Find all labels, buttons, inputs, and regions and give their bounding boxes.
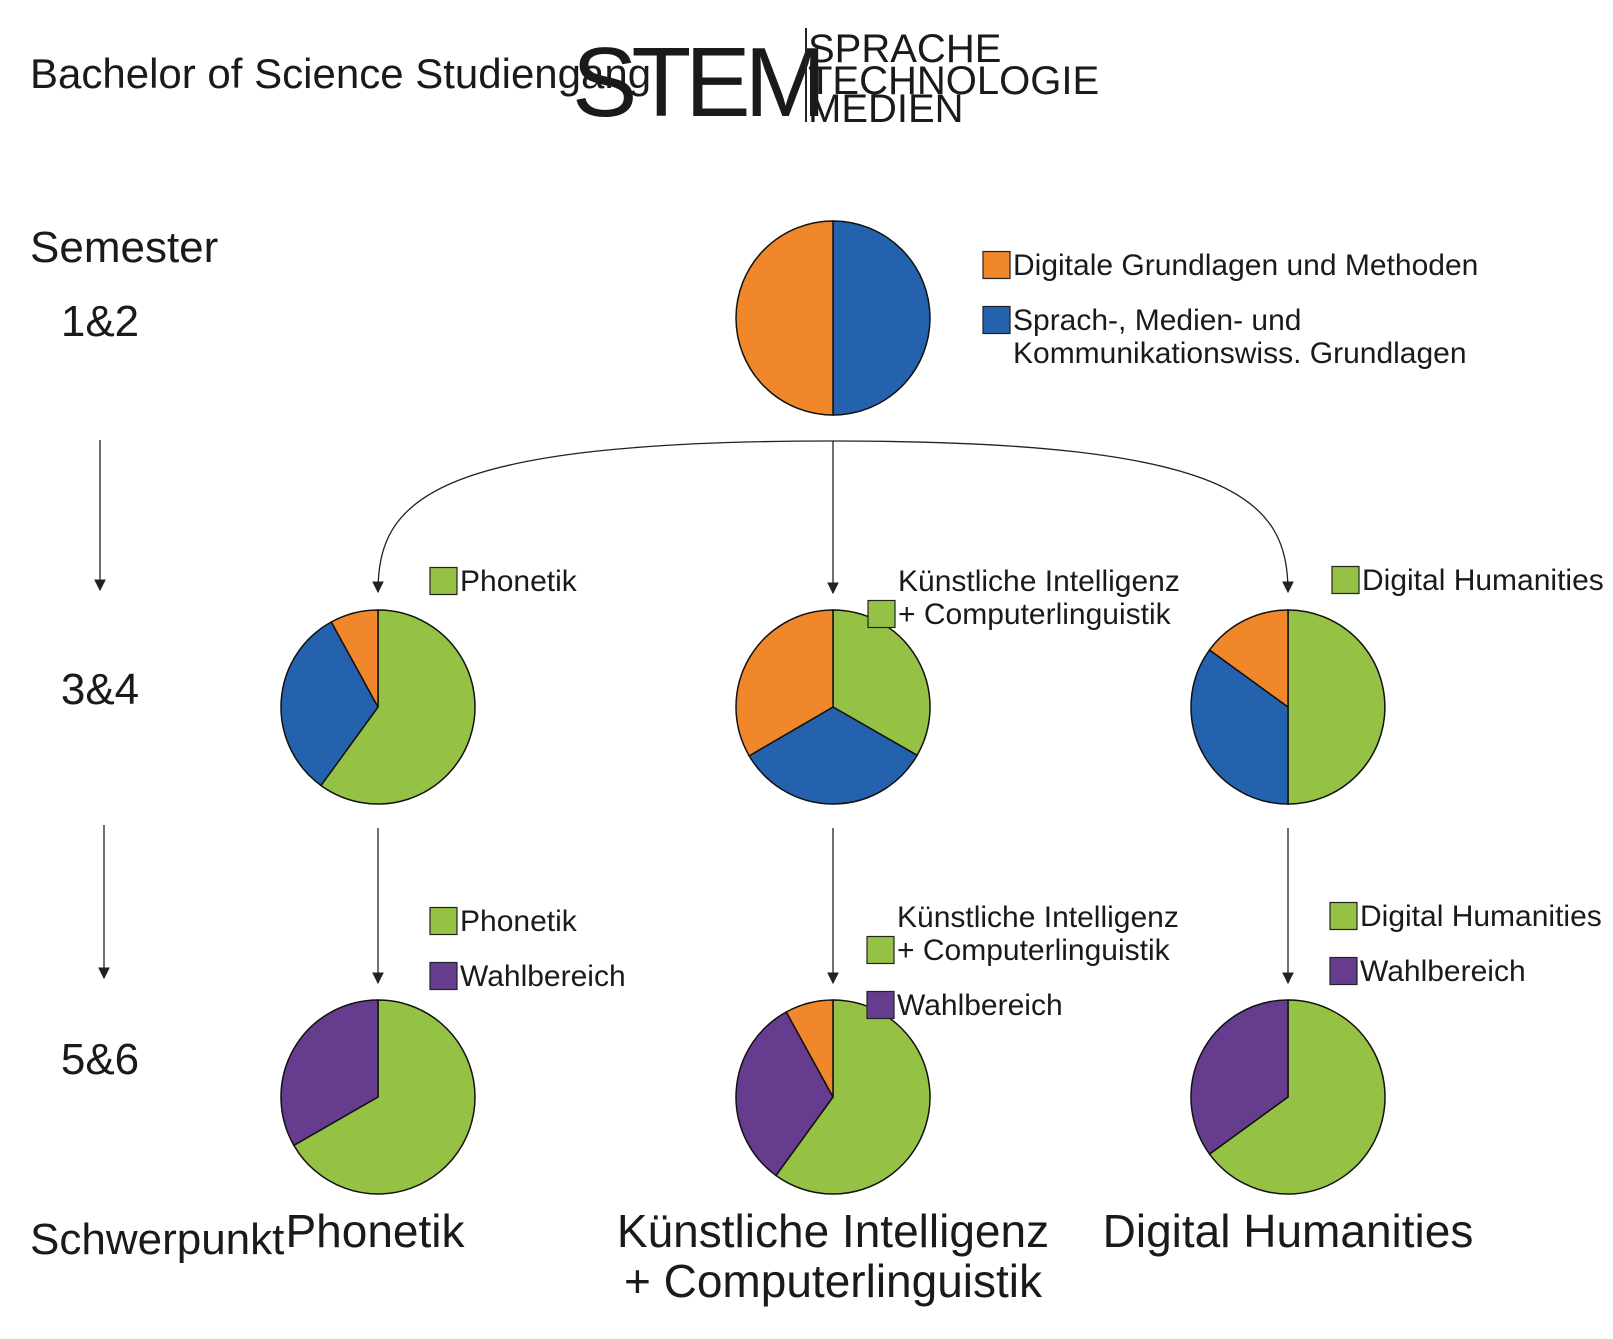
logo-line-technologie: TECHNOLOGIE <box>808 59 1099 103</box>
legend-semester-5-6-phonetik: Phonetik Wahlbereich <box>429 905 626 993</box>
legend-semester-3-4-dh: Digital Humanities <box>1331 564 1604 597</box>
pie-semester-5-6-phonetik <box>280 999 476 1195</box>
legend-label-semester-3-4-dh-0-0: Digital Humanities <box>1362 564 1604 597</box>
stem-logo: STEM SPRACHE TECHNOLOGIE MEDIEN <box>572 27 1099 137</box>
legend-swatch-semester-5-6-dh-1 <box>1329 956 1358 986</box>
pie-semester-5-6-dh <box>1190 999 1386 1195</box>
pie-slice-semester-1-2-0 <box>832 220 931 416</box>
semester-axis-title: Semester <box>30 223 218 272</box>
legend-label-semester-5-6-phonetik-0-0: Phonetik <box>460 905 578 938</box>
legend-label-semester-1-2-0-0: Digitale Grundlagen und Methoden <box>1013 249 1478 282</box>
pie-slice-semester-5-6-dh-1 <box>1190 999 1289 1156</box>
pie-slice-semester-1-2-1 <box>735 220 834 416</box>
pie-semester-5-6-ki <box>735 999 931 1195</box>
legend-swatch-semester-5-6-ki-0 <box>866 935 895 965</box>
legend-semester-5-6-ki: Künstliche Intelligenz+ Computerlinguist… <box>866 901 1179 1022</box>
page-title: Bachelor of Science Studiengang <box>30 50 651 97</box>
legend-label-semester-1-2-1-1: Kommunikationswiss. Grundlagen <box>1013 337 1467 370</box>
legend-label-semester-5-6-ki-1-0: Wahlbereich <box>897 989 1063 1022</box>
pie-semester-3-4-dh <box>1190 609 1386 805</box>
pie-slice-semester-3-4-phonetik-1 <box>280 620 379 787</box>
pie-semester-1-2 <box>735 220 931 416</box>
logo-main-text: STEM <box>572 27 820 137</box>
pie-slice-semester-3-4-dh-2 <box>1208 609 1289 709</box>
legend-label-semester-3-4-ki-0-0: Künstliche Intelligenz <box>898 565 1180 598</box>
pie-slice-semester-5-6-phonetik-1 <box>280 999 379 1147</box>
pie-slice-semester-5-6-dh-0 <box>1208 999 1386 1195</box>
legend-label-semester-3-4-ki-0-1: + Computerlinguistik <box>898 598 1172 631</box>
track-label-phonetik-0: Phonetik <box>285 1205 465 1257</box>
logo-line-sprache: SPRACHE <box>808 27 1001 71</box>
legend-label-semester-5-6-dh-0-0: Digital Humanities <box>1360 900 1602 933</box>
pie-charts <box>280 220 1386 1195</box>
legend-swatch-semester-3-4-ki-0 <box>867 599 896 629</box>
legend-semester-1-2: Digitale Grundlagen und Methoden Sprach-,… <box>982 249 1478 370</box>
legend-label-semester-5-6-ki-0-1: + Computerlinguistik <box>897 934 1171 967</box>
semester-level-1-2: 1&2 <box>61 297 139 346</box>
semester-level-5-6: 5&6 <box>61 1035 139 1084</box>
legend-swatch-semester-3-4-dh-0 <box>1331 565 1360 595</box>
pie-legends: Digitale Grundlagen und Methoden Sprach-,… <box>429 249 1604 1022</box>
branch-arrow-right <box>832 440 1294 594</box>
legend-label-semester-5-6-dh-1-0: Wahlbereich <box>1360 955 1526 988</box>
legend-semester-3-4-ki: Künstliche Intelligenz+ Computerlinguist… <box>867 565 1180 631</box>
pie-slice-semester-5-6-ki-1 <box>735 1010 834 1177</box>
semester-level-3-4: 3&4 <box>61 665 139 714</box>
legend-swatch-semester-5-6-dh-0 <box>1329 901 1358 931</box>
track-label-dh-0: Digital Humanities <box>1103 1205 1474 1257</box>
logo-line-medien: MEDIEN <box>808 87 964 131</box>
pie-slice-semester-3-4-phonetik-2 <box>330 609 379 708</box>
legend-swatch-semester-5-6-ki-1 <box>866 990 895 1020</box>
branch-arrow-left <box>372 440 834 594</box>
legend-semester-5-6-dh: Digital Humanities Wahlbereich <box>1329 900 1602 988</box>
legend-swatch-semester-3-4-phonetik-0 <box>429 566 458 596</box>
track-labels: Phonetik Künstliche Intelligenz+ Computer… <box>285 1205 1473 1307</box>
legend-swatch-semester-1-2-0 <box>982 250 1011 280</box>
legend-label-semester-5-6-phonetik-1-0: Wahlbereich <box>460 960 626 993</box>
legend-label-semester-1-2-1-0: Sprach-, Medien- und <box>1013 304 1302 337</box>
pie-slice-semester-3-4-dh-1 <box>1190 648 1289 805</box>
track-label-ki-1: + Computerlinguistik <box>624 1255 1043 1307</box>
track-label-ki-0: Künstliche Intelligenz <box>617 1205 1049 1257</box>
pie-slice-semester-3-4-ki-1 <box>748 706 919 805</box>
legend-swatch-semester-5-6-phonetik-1 <box>429 961 458 991</box>
legend-label-semester-3-4-phonetik-0-0: Phonetik <box>460 565 578 598</box>
pie-slice-semester-5-6-phonetik-0 <box>292 999 476 1195</box>
pie-slice-semester-3-4-ki-0 <box>832 609 931 757</box>
pie-slice-semester-3-4-dh-0 <box>1287 609 1386 805</box>
legend-semester-3-4-phonetik: Phonetik <box>429 565 578 598</box>
pie-slice-semester-5-6-ki-2 <box>785 999 834 1098</box>
legend-label-semester-5-6-ki-0-0: Künstliche Intelligenz <box>897 901 1179 934</box>
legend-swatch-semester-5-6-phonetik-0 <box>429 906 458 936</box>
pie-slice-semester-3-4-phonetik-0 <box>319 609 476 805</box>
pie-semester-3-4-phonetik <box>280 609 476 805</box>
legend-swatch-semester-1-2-1 <box>982 305 1011 335</box>
pie-slice-semester-3-4-ki-2 <box>735 609 834 757</box>
schwerpunkt-label: Schwerpunkt <box>30 1215 284 1264</box>
pie-semester-3-4-ki <box>735 609 931 805</box>
